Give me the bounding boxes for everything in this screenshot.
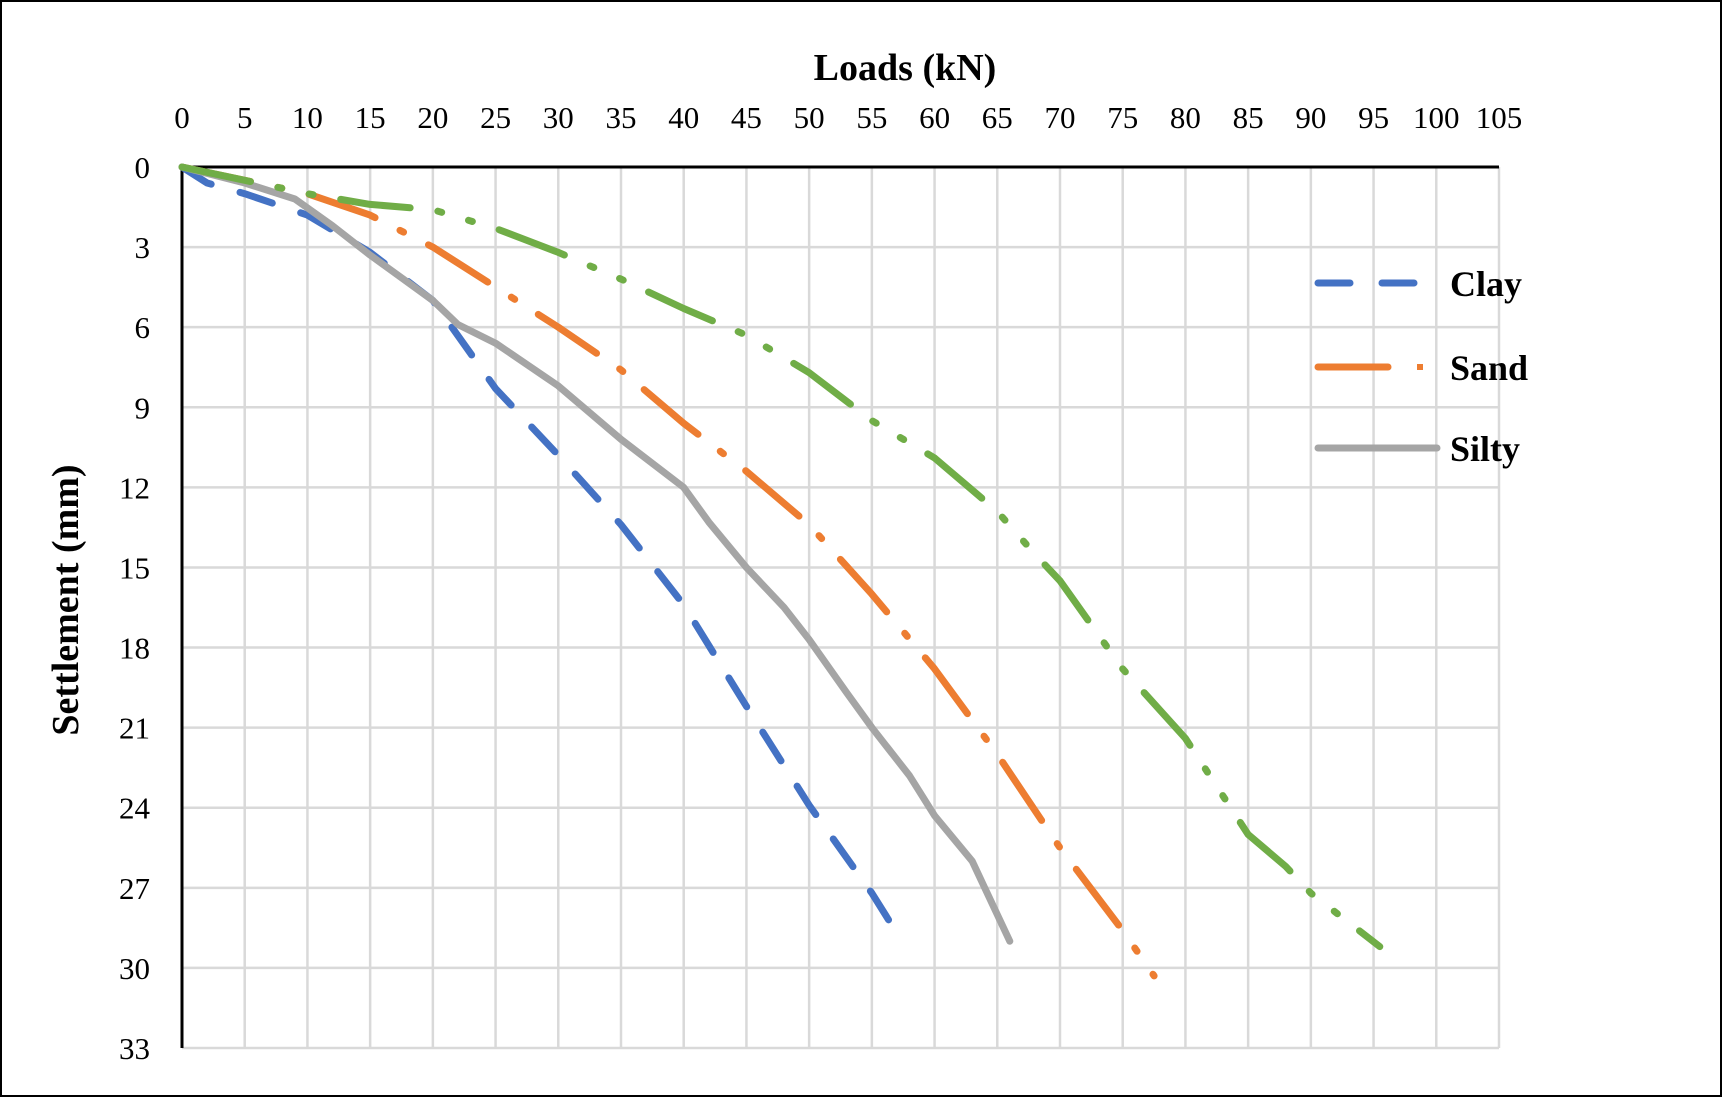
x-tick-label: 45 — [731, 100, 762, 135]
y-tick-label: 24 — [119, 791, 151, 826]
x-tick-label: 105 — [1476, 100, 1523, 135]
y-tick-label: 0 — [135, 150, 151, 185]
legend: Clay Sand Silty — [1314, 264, 1528, 469]
x-tick-label: 90 — [1295, 100, 1326, 135]
series-line-clay — [178, 163, 901, 937]
x-tick-label: 25 — [480, 100, 511, 135]
y-tick-label: 15 — [119, 550, 150, 585]
y-axis-tick-labels: 0 3 6 9 12 15 18 21 24 27 30 33 — [119, 150, 151, 1066]
x-tick-label: 10 — [292, 100, 323, 135]
axes — [180, 165, 1499, 1048]
x-tick-label: 55 — [856, 100, 887, 135]
y-axis-title: Settlement (mm) — [45, 464, 87, 735]
legend-item-clay: Clay — [1314, 264, 1522, 304]
x-tick-label: 40 — [668, 100, 699, 135]
legend-label-silty: Silty — [1450, 429, 1520, 469]
x-tick-label: 15 — [355, 100, 386, 135]
legend-item-sand: Sand — [1314, 348, 1528, 388]
x-tick-label: 70 — [1045, 100, 1076, 135]
y-tick-label: 30 — [119, 951, 150, 986]
y-tick-label: 21 — [119, 711, 150, 746]
y-tick-label: 18 — [119, 631, 150, 666]
series-line-unlabeled-green — [178, 163, 1384, 951]
series-line-sand — [178, 163, 1158, 980]
x-tick-label: 35 — [606, 100, 637, 135]
y-tick-label: 12 — [119, 470, 150, 505]
legend-label-clay: Clay — [1450, 264, 1522, 304]
x-tick-label: 60 — [919, 100, 950, 135]
legend-item-silty: Silty — [1314, 429, 1520, 469]
x-tick-label: 80 — [1170, 100, 1201, 135]
x-tick-label: 95 — [1358, 100, 1389, 135]
legend-label-sand: Sand — [1450, 348, 1528, 388]
x-tick-label: 5 — [237, 100, 253, 135]
x-tick-label: 0 — [174, 100, 190, 135]
data-series — [178, 163, 1384, 980]
gridlines — [180, 165, 1501, 1050]
x-tick-label: 65 — [982, 100, 1013, 135]
y-tick-label: 3 — [135, 230, 151, 265]
x-axis-title: Loads (kN) — [814, 47, 997, 89]
x-tick-label: 75 — [1107, 100, 1138, 135]
x-tick-label: 85 — [1233, 100, 1264, 135]
x-tick-label: 50 — [794, 100, 825, 135]
x-axis-tick-labels: 0 5 10 15 20 25 30 35 40 45 50 55 60 65 70 75 80 85 90 95 10… — [174, 100, 1522, 135]
y-tick-label: 6 — [135, 310, 151, 345]
x-tick-label: 100 — [1413, 100, 1460, 135]
y-tick-label: 33 — [119, 1031, 150, 1066]
series-line-silty — [178, 163, 1014, 945]
x-tick-label: 30 — [543, 100, 574, 135]
x-tick-label: 20 — [417, 100, 448, 135]
y-tick-label: 9 — [135, 390, 151, 425]
y-tick-label: 27 — [119, 871, 150, 906]
